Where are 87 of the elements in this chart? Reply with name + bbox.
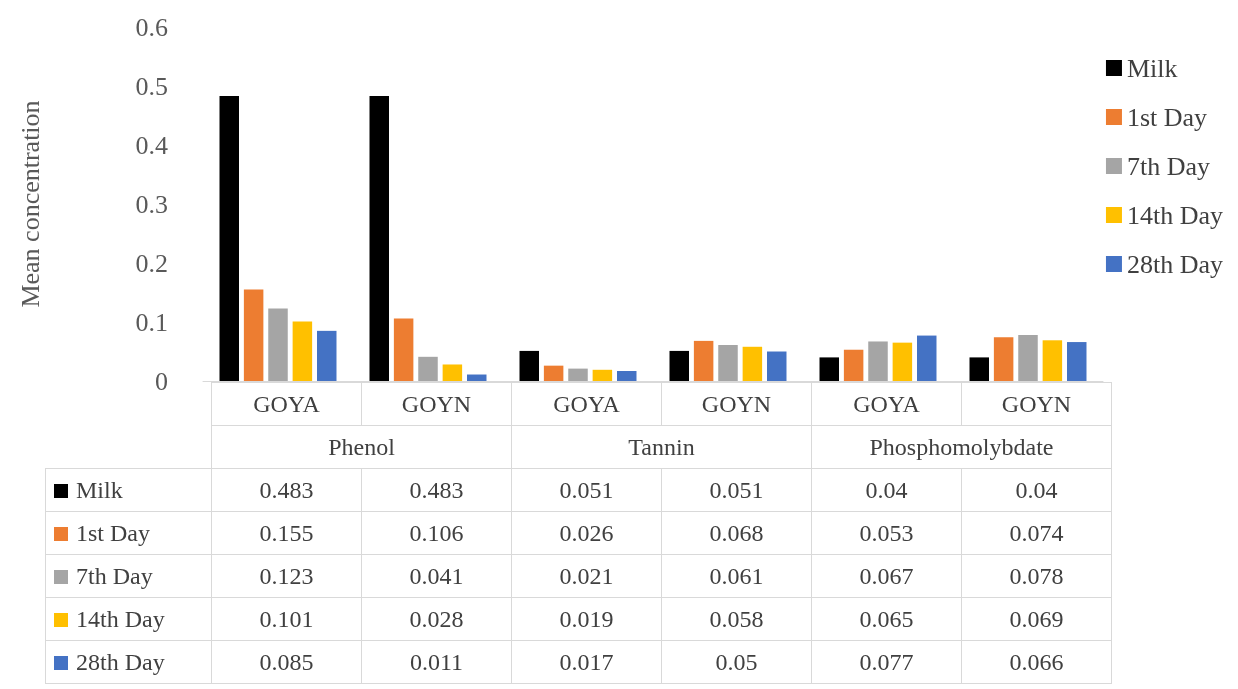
bar [543,365,564,381]
data-label: 0.028 [361,597,512,641]
bar [393,318,414,381]
legend-label: 14th Day [1126,200,1224,230]
data-label: 0.04 [811,468,962,512]
bar [418,356,438,381]
bar [917,335,937,381]
x-tick-label: GOYA [211,382,362,426]
data-label: 0.155 [211,511,362,555]
bar [592,369,613,381]
data-label: 0.053 [811,511,962,555]
x-tick-label: GOYN [361,382,512,426]
x-tick-label: GOYA [811,382,962,426]
bar [868,341,888,381]
x-tick-label: GOYN [661,382,812,426]
bar [1067,342,1087,381]
bar [268,308,288,381]
text: Phosphomolybdate [811,425,1112,469]
y-tick-label: 0.5 [135,71,168,101]
data-label: 0.065 [811,597,962,641]
data-label: 0.085 [211,640,362,684]
data-label: 0.068 [661,511,812,555]
bar [1018,334,1038,381]
data-label: 0.011 [361,640,512,684]
data-label: 0.026 [511,511,662,555]
legend-label: 1st Day [45,511,212,555]
bar [519,350,539,381]
legend-label: 7th Day [1126,151,1211,181]
data-label: 0.019 [511,597,662,641]
bar [767,351,787,381]
text: Phenol [211,425,512,469]
y-tick-label: 0.2 [135,248,168,278]
data-label: 0.101 [211,597,362,641]
data-label: 0.106 [361,511,512,555]
data-label: 0.041 [361,554,512,598]
y-tick-label: 0 [155,366,168,396]
x-tick-label: GOYN [961,382,1112,426]
bar [243,289,264,381]
text: 28th Day [76,648,165,675]
data-label: 0.021 [511,554,662,598]
y-axis-title: Mean concentration [15,100,45,308]
data-label: 0.066 [961,640,1112,684]
text: Tannin [511,425,812,469]
y-tick-label: 0.6 [135,12,168,42]
data-label: 0.069 [961,597,1112,641]
legend-label: 28th Day [1126,249,1224,279]
data-label: 0.078 [961,554,1112,598]
bar [843,349,864,381]
text: 14th Day [76,605,165,632]
data-label: 0.017 [511,640,662,684]
data-label: 0.123 [211,554,362,598]
data-label: 0.483 [361,468,512,512]
data-label: 0.077 [811,640,962,684]
data-label: 0.04 [961,468,1112,512]
data-label: 0.05 [661,640,812,684]
bar [617,370,637,381]
bar [568,368,588,381]
data-label: 0.051 [661,468,812,512]
bar [718,345,738,381]
data-label: 0.483 [211,468,362,512]
bar [993,337,1014,381]
text: Milk [1126,53,1178,83]
bar [693,340,714,381]
data-label: 0.067 [811,554,962,598]
text: 7th Day [76,562,153,589]
bar [892,342,913,381]
bar [292,321,313,381]
bar [317,330,337,381]
text: 1st Day [1126,102,1208,132]
x-tick-label: GOYA [511,382,662,426]
bar [467,374,487,381]
data-label: 0.051 [511,468,662,512]
bar [969,357,989,381]
bar [1042,340,1063,381]
bar [369,96,389,381]
y-tick-label: 0.4 [135,130,168,160]
data-label: 0.058 [661,597,812,641]
bar [219,96,239,381]
y-tick-label: 0.3 [135,189,168,219]
data-label: 0.074 [961,511,1112,555]
bar [742,346,763,381]
y-tick-label: 0.1 [135,307,168,337]
legend-label: Milk [45,468,212,512]
data-label: 0.061 [661,554,812,598]
bar [442,364,463,381]
bar [819,357,839,381]
bar [669,350,689,381]
